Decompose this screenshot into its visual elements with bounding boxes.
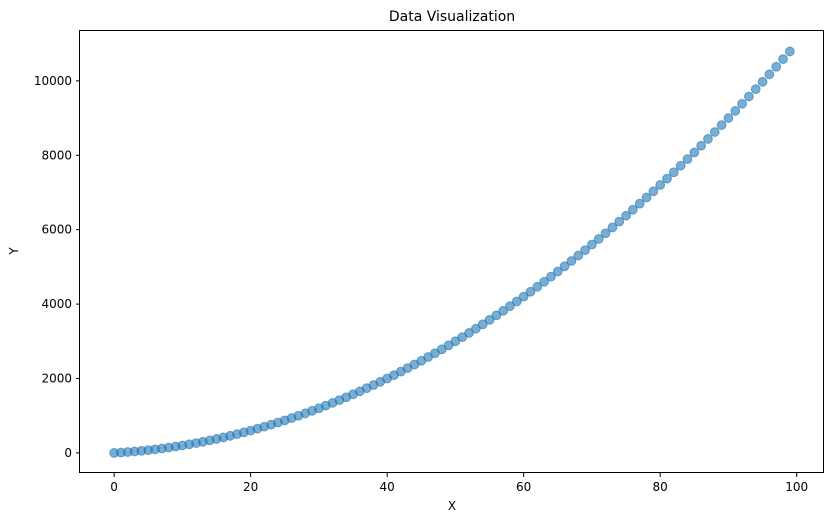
data-point [498,305,509,316]
data-point [491,310,502,321]
data-point [573,250,584,261]
x-tick-label: 20 [243,480,258,494]
data-point [464,328,474,338]
data-point [709,127,720,137]
x-tick-label: 0 [110,480,118,494]
data-point [696,140,707,151]
data-point [771,61,782,72]
y-tick-label: 8000 [41,148,72,162]
data-point [600,228,611,239]
data-points [109,46,795,458]
data-point [723,113,734,123]
y-tick-label: 0 [64,446,72,460]
data-point [614,216,625,227]
chart-title: Data Visualization [389,9,515,25]
data-point [675,160,686,171]
data-point [703,134,713,144]
data-point [470,323,481,334]
data-point [477,319,488,330]
data-point [641,192,652,203]
data-point [525,286,536,297]
data-point [662,173,672,184]
y-tick-label: 10000 [34,74,72,88]
y-tick-label: 4000 [41,297,72,311]
x-tick-label: 100 [785,480,808,494]
x-axis-ticks: 0 20 40 60 80 100 [110,473,808,494]
y-axis-ticks: 0 2000 4000 6000 8000 10000 [34,74,80,460]
y-tick-label: 6000 [41,223,72,237]
data-point [593,234,604,244]
data-point [730,106,741,116]
y-tick-label: 2000 [41,371,72,385]
data-point [716,120,727,130]
data-point [689,147,700,158]
data-point [518,291,529,302]
data-point [682,154,693,165]
data-point [744,91,754,102]
data-point [539,276,550,287]
data-point [505,301,515,312]
x-tick-label: 80 [653,480,668,494]
data-point [580,245,590,256]
data-point [621,210,631,221]
y-axis-label: Y [7,247,21,256]
data-point [532,281,543,292]
data-point [750,84,761,95]
data-point [655,180,666,190]
data-point [511,296,522,307]
plot-area-frame [79,30,824,473]
data-point [587,239,597,250]
data-point [648,186,659,197]
data-point [566,256,577,266]
data-point [634,198,645,209]
data-point [484,315,495,325]
x-axis-label: X [448,499,456,513]
data-point [764,69,775,80]
data-point [546,271,556,282]
data-point [559,261,570,272]
data-point [737,98,747,109]
x-tick-label: 40 [380,480,395,494]
x-tick-label: 60 [516,480,531,494]
data-point [627,204,638,215]
data-point [668,167,679,178]
data-point [757,76,768,87]
data-point [778,54,788,65]
data-point [784,46,795,57]
data-point [552,266,563,277]
data-point [607,222,618,233]
